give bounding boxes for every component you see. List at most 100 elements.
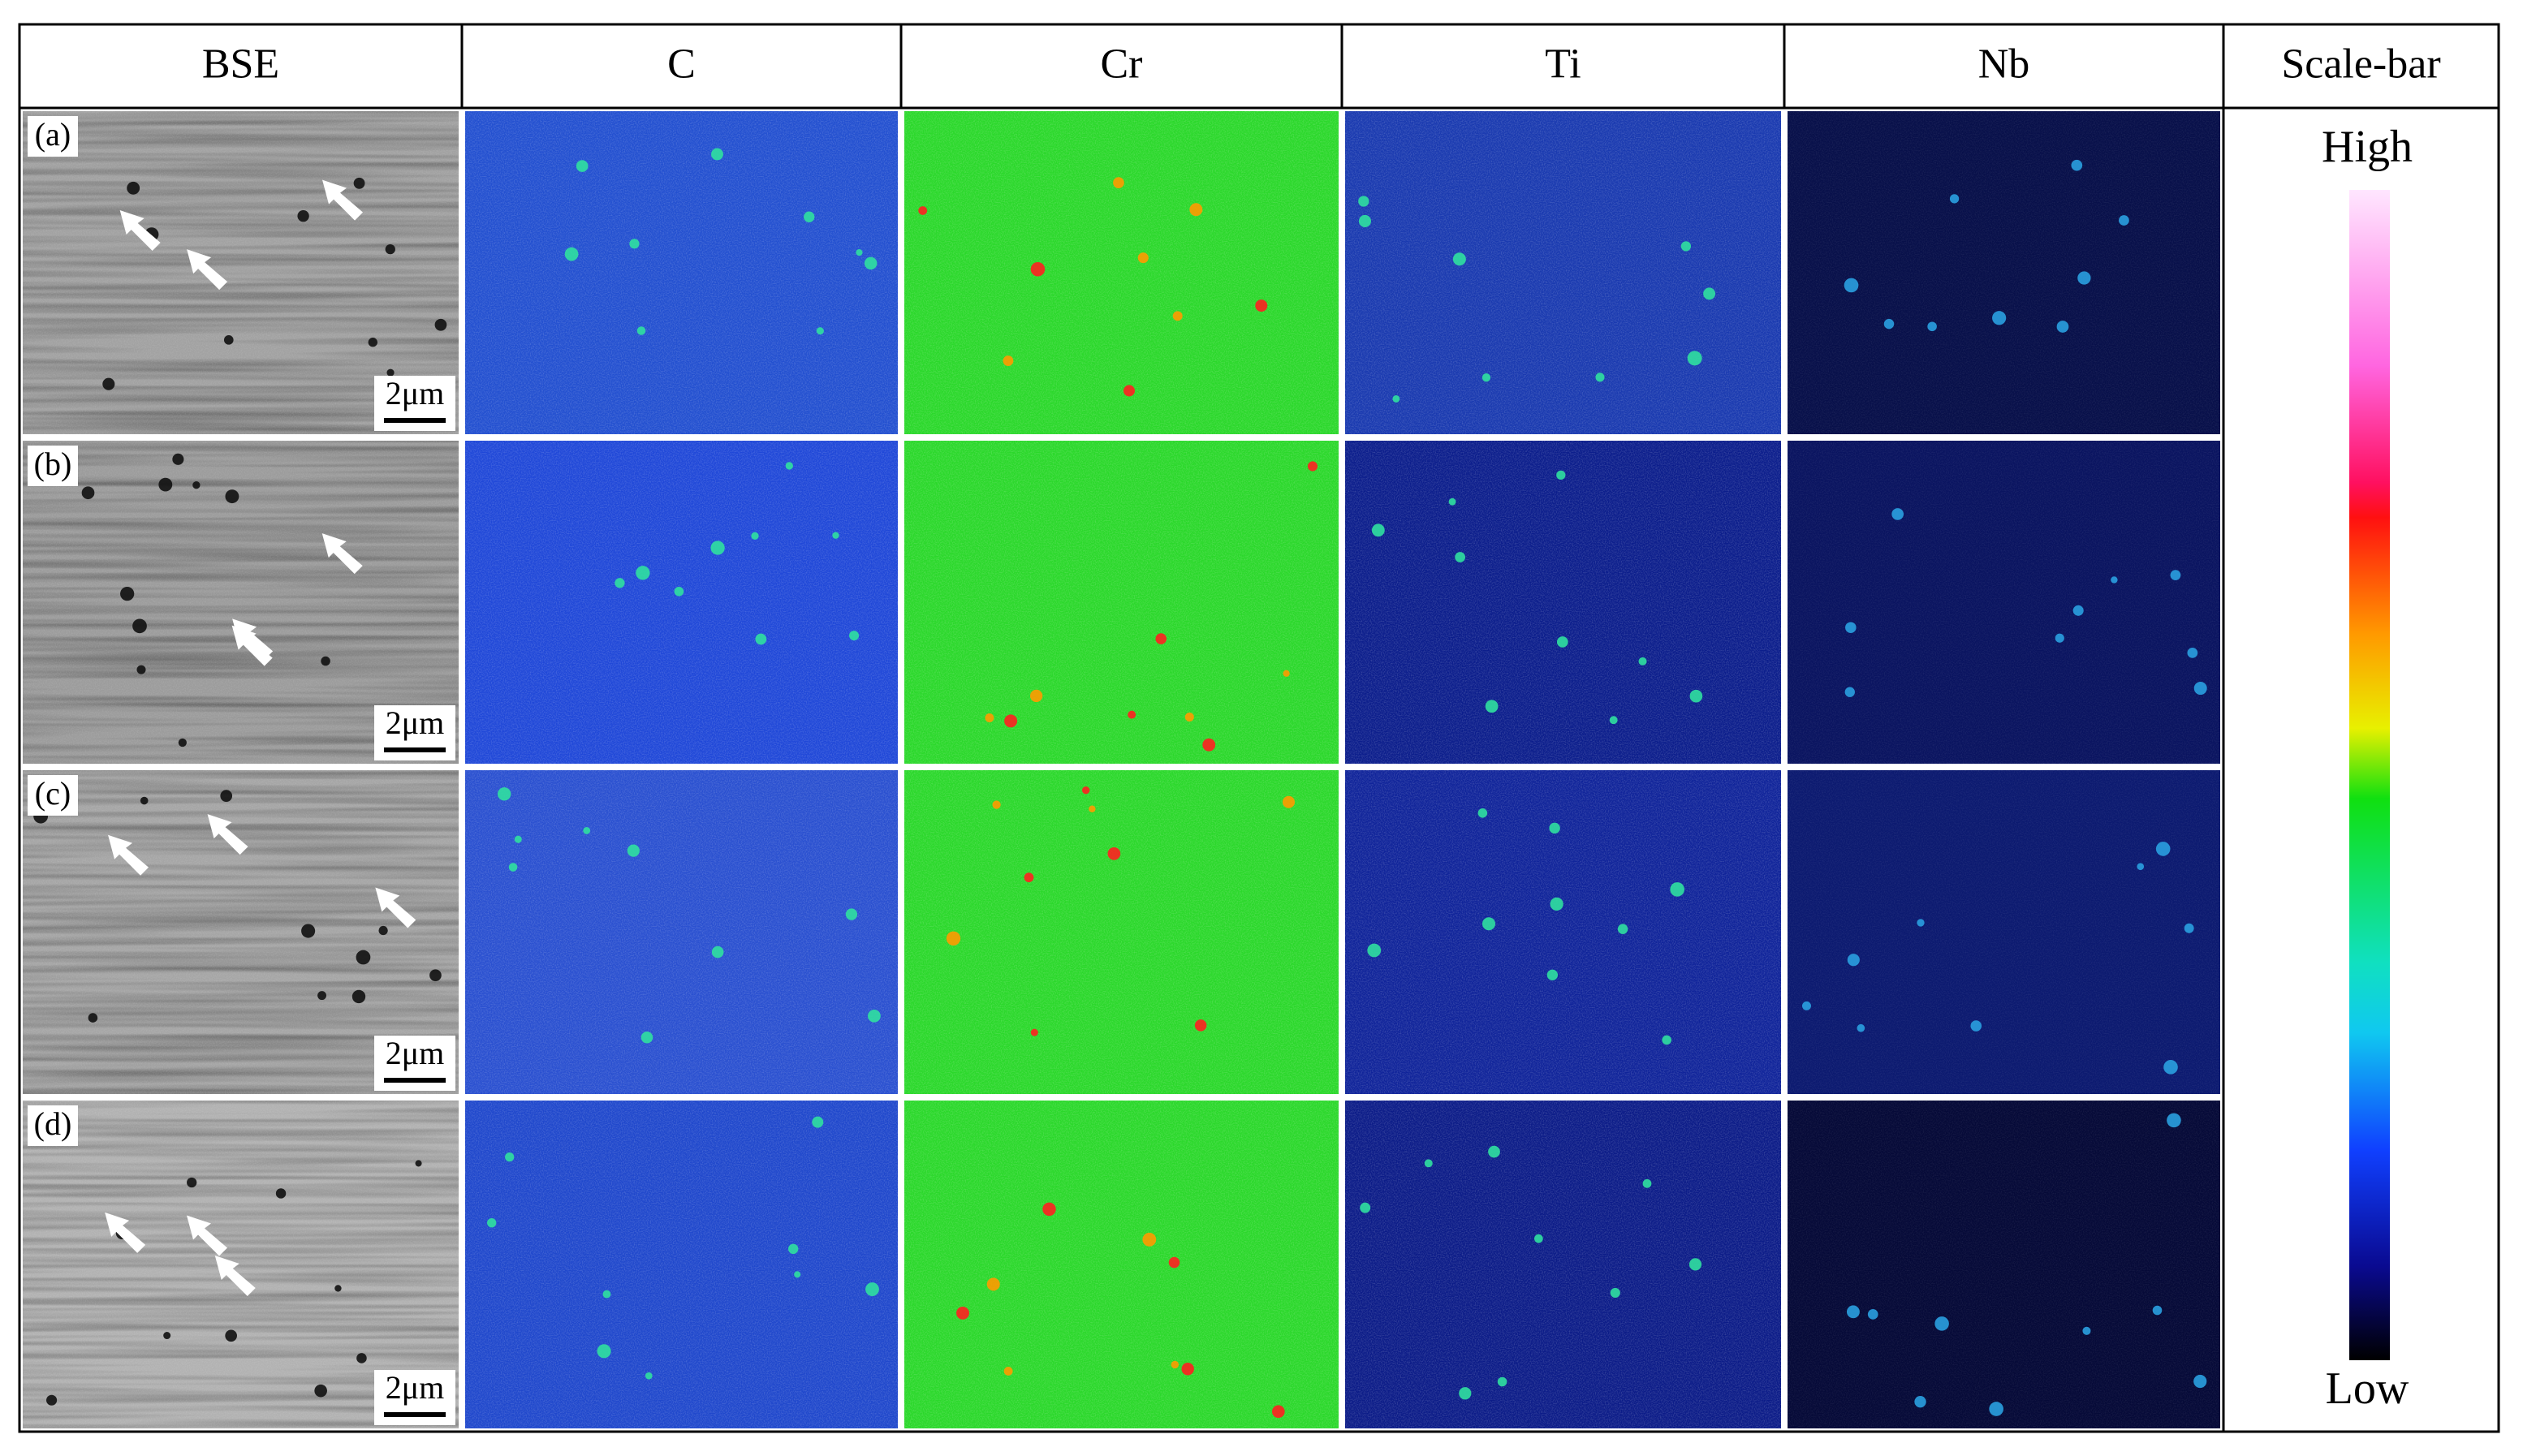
spot	[564, 247, 579, 261]
spot	[832, 532, 839, 539]
spot	[1089, 805, 1096, 812]
panel-noise	[465, 441, 898, 764]
spot	[1452, 252, 1466, 266]
panel-noise	[1788, 1101, 2220, 1428]
spot	[334, 1285, 342, 1292]
map-panel: (d) 2μm	[23, 1101, 459, 1428]
spot	[1550, 897, 1563, 911]
spot	[1617, 924, 1628, 934]
panel-noise	[1788, 111, 2220, 434]
row-label: (a)	[35, 116, 71, 153]
panel-noise	[1345, 441, 1781, 764]
spot	[353, 177, 365, 189]
spot	[178, 738, 187, 747]
spot	[1534, 1234, 1543, 1243]
spot	[645, 1372, 653, 1380]
arrow	[105, 1212, 146, 1253]
spot	[986, 1277, 1000, 1291]
spot	[2055, 633, 2064, 643]
spot	[615, 578, 625, 588]
spot	[1029, 689, 1043, 703]
spot	[487, 1217, 497, 1228]
column-header: Cr	[1101, 41, 1143, 87]
map-panel	[1345, 111, 1781, 434]
spot	[1358, 214, 1371, 227]
spot	[751, 532, 759, 540]
spot	[356, 950, 371, 965]
scale-line	[384, 418, 446, 423]
spot	[220, 790, 233, 803]
spot	[711, 946, 724, 958]
map-panel	[1788, 770, 2220, 1094]
spot	[223, 334, 234, 345]
arrow	[322, 179, 364, 221]
spot	[317, 991, 326, 1001]
spot	[1360, 1202, 1371, 1213]
map-panel	[1788, 441, 2220, 764]
spot	[1845, 622, 1857, 633]
spot	[794, 1271, 801, 1278]
spot	[1688, 1258, 1702, 1271]
spot	[1042, 1202, 1056, 1217]
map-panel	[465, 441, 898, 764]
spot	[2193, 682, 2207, 696]
spot	[788, 1243, 799, 1255]
spot	[505, 1152, 515, 1162]
spot	[140, 796, 149, 805]
spot	[321, 656, 330, 666]
spot	[1689, 689, 1703, 703]
spot	[1283, 670, 1290, 677]
panel-noise	[1788, 441, 2220, 764]
column-header: Scale-bar	[2281, 41, 2440, 87]
spot	[1371, 523, 1385, 537]
spot	[856, 249, 863, 256]
spot	[415, 1160, 422, 1167]
spot	[385, 243, 395, 255]
spot	[1556, 636, 1568, 648]
map-panel: (b) 2μm	[23, 441, 459, 764]
spot	[1367, 943, 1382, 958]
map-panel	[1345, 770, 1781, 1094]
arrow	[207, 814, 248, 855]
spot	[1846, 1305, 1860, 1319]
arrow	[187, 249, 228, 291]
column-header: BSE	[202, 41, 279, 87]
spot	[1917, 919, 1925, 927]
spot	[2187, 648, 2198, 658]
map-panel	[1345, 1101, 1781, 1428]
spot	[46, 1394, 58, 1406]
spot	[1703, 287, 1716, 300]
spot	[2056, 321, 2069, 333]
spot	[132, 618, 147, 634]
panel-noise	[904, 441, 1339, 764]
spot	[2077, 271, 2091, 285]
spot	[865, 1282, 879, 1296]
spot	[192, 481, 201, 489]
spot	[1282, 795, 1296, 808]
spot	[918, 206, 928, 215]
frame	[18, 23, 2500, 1433]
spot	[2155, 842, 2171, 856]
spot	[1272, 1405, 1285, 1419]
spot	[1030, 261, 1046, 277]
spot	[785, 462, 793, 470]
spot	[1970, 1020, 1982, 1032]
spot	[1455, 552, 1466, 562]
spot	[158, 477, 173, 492]
panel-noise	[1345, 1101, 1781, 1428]
panel-noise	[904, 111, 1339, 434]
spot	[1488, 1145, 1500, 1158]
spot	[1546, 969, 1559, 980]
spot	[636, 326, 646, 335]
spot	[2193, 1374, 2207, 1389]
colorbar	[2349, 190, 2390, 1360]
arrow	[187, 1215, 228, 1256]
spot	[351, 989, 366, 1004]
spot	[849, 631, 860, 641]
scale-line	[384, 1078, 446, 1083]
spot	[576, 160, 589, 172]
panel-noise	[465, 770, 898, 1094]
spot	[985, 713, 994, 722]
spot	[1184, 712, 1194, 722]
map-panel	[1788, 111, 2220, 434]
